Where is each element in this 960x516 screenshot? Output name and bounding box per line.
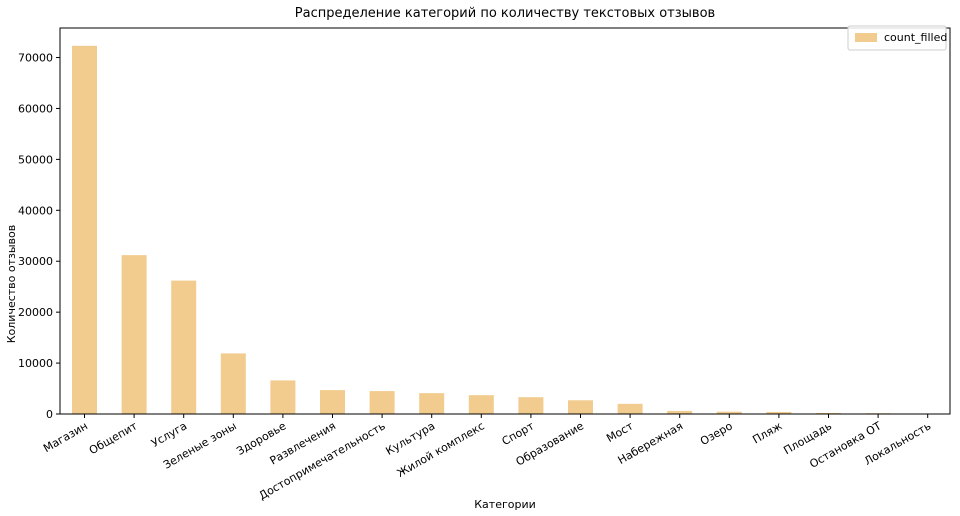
y-tick-label: 50000 [18, 153, 53, 166]
bar-3 [171, 280, 197, 414]
x-tick-label: Услуга [149, 419, 189, 450]
bar-9 [468, 395, 494, 414]
x-tick-label: Магазин [41, 419, 90, 455]
bar-6 [320, 390, 345, 414]
y-tick-label: 60000 [18, 102, 53, 115]
x-tick-label: Жилой комплекс [395, 419, 487, 480]
x-tick-label: Пляж [750, 419, 784, 446]
bar-4 [220, 353, 246, 414]
legend-swatch [855, 33, 877, 42]
bar-5 [270, 380, 296, 414]
bar-16 [816, 412, 841, 414]
y-tick-label: 30000 [18, 255, 53, 268]
x-tick-label: Спорт [500, 419, 537, 448]
y-tick-label: 10000 [18, 357, 53, 370]
x-tick-label: Общепит [87, 419, 140, 457]
y-axis-label: Количество отзывов [5, 225, 18, 344]
legend-label: count_filled [884, 31, 947, 44]
bar-1 [72, 45, 97, 414]
bar-14 [716, 411, 742, 414]
y-tick-label: 0 [46, 408, 53, 421]
bar-15 [766, 411, 792, 414]
bar-11 [568, 400, 593, 414]
bar-2 [121, 255, 147, 414]
plot-area-frame [59, 27, 951, 415]
bar-12 [617, 403, 643, 414]
bar-8 [419, 393, 445, 414]
x-tick-label: Мост [604, 419, 636, 445]
bar-13 [667, 410, 693, 414]
x-tick-label: Озеро [698, 419, 735, 448]
y-tick-label: 40000 [18, 204, 53, 217]
bars-group [72, 45, 941, 414]
bar-7 [369, 391, 395, 414]
y-axis-ticks: 0 10000 20000 30000 40000 50000 60000 70000 [18, 52, 60, 421]
y-tick-label: 70000 [18, 52, 53, 65]
legend-box [847, 25, 947, 51]
bar-10 [518, 397, 544, 414]
x-axis-label: Категории [474, 498, 536, 511]
legend: count_filled [847, 25, 947, 51]
chart-title: Распределение категорий по количеству те… [295, 6, 715, 21]
y-tick-label: 20000 [18, 306, 53, 319]
